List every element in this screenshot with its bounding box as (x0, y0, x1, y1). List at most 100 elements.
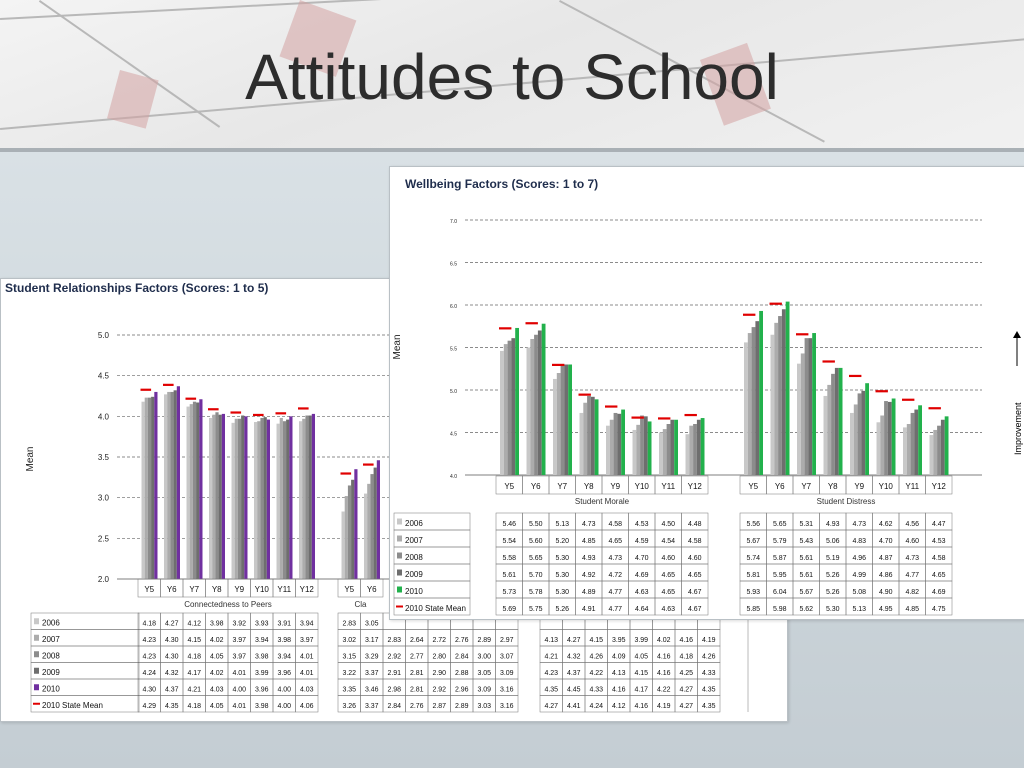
table-value: 4.21 (544, 654, 558, 661)
table-value: 2.89 (477, 637, 491, 644)
bar (553, 378, 557, 475)
bar (853, 404, 858, 475)
legend-label: 2009 (42, 668, 60, 677)
table-value: 4.30 (165, 654, 179, 661)
wellbeing-chart: 7.0 6.5 6.0 5.5 5.0 4.5 4.0 Mean Y5 Y6 Y7 Y8 Y9 Y10 Y1… (392, 219, 982, 616)
bar (302, 418, 306, 579)
legend-swatch (34, 684, 39, 691)
legend-swatch (397, 569, 402, 576)
bar (674, 419, 678, 475)
bar (884, 401, 888, 475)
table-value: 4.18 (187, 654, 201, 661)
improvement-label: Improvement (1013, 402, 1023, 455)
table-value: 4.54 (661, 538, 675, 545)
table-value: 4.16 (612, 687, 626, 694)
category-label: Y11 (277, 585, 291, 594)
table-value: 4.65 (932, 572, 946, 579)
table-value: 4.15 (634, 670, 648, 677)
bar (260, 417, 264, 579)
bar (636, 424, 641, 475)
table-value: 4.62 (879, 521, 893, 528)
y-tick-label: 2.0 (98, 575, 110, 584)
table-value: 4.16 (657, 670, 671, 677)
table-value: 5.43 (799, 538, 813, 545)
bar (944, 416, 949, 475)
table-value: 4.73 (608, 555, 622, 562)
table-value: 5.20 (555, 538, 569, 545)
bar (579, 412, 584, 475)
table-value: 4.03 (210, 687, 224, 694)
bar (354, 469, 358, 579)
table-value: 4.90 (879, 589, 893, 596)
table-value: 4.67 (688, 589, 702, 596)
bar (903, 427, 907, 475)
bar (257, 421, 261, 579)
table-cell (681, 597, 709, 616)
bar (141, 401, 145, 579)
legend-label: 2006 (405, 519, 423, 528)
bar (511, 338, 516, 475)
table-value: 5.58 (502, 555, 516, 562)
table-value: 2.98 (387, 687, 401, 694)
table-value: 4.05 (210, 654, 224, 661)
bar (364, 493, 368, 579)
table-value: 2.88 (455, 670, 469, 677)
y-tick-label: 4.0 (450, 474, 457, 480)
table-value: 5.46 (502, 521, 516, 528)
table-value: 4.27 (679, 703, 693, 710)
bar (154, 391, 158, 579)
bar (918, 405, 922, 475)
table-value: 4.16 (634, 703, 648, 710)
table-value: 5.56 (746, 521, 760, 528)
table-value: 4.03 (300, 687, 314, 694)
table-value: 4.59 (635, 538, 649, 545)
table-value: 4.69 (932, 589, 946, 596)
table-value: 4.01 (300, 654, 314, 661)
y-axis-label: Mean (392, 334, 403, 359)
table-value: 4.63 (635, 589, 649, 596)
bar (643, 416, 648, 475)
bar (831, 373, 835, 475)
bar (164, 394, 168, 579)
table-cell (295, 695, 319, 713)
legend-label: 2008 (42, 652, 60, 661)
table-value: 3.98 (210, 621, 224, 628)
table-value: 4.09 (612, 654, 626, 661)
table-value: 4.85 (582, 538, 596, 545)
table-value: 4.19 (702, 637, 716, 644)
category-cell (295, 578, 319, 598)
table-value: 5.65 (529, 555, 543, 562)
table-value: 3.98 (255, 703, 269, 710)
bar (940, 419, 945, 475)
bar (933, 429, 938, 475)
bar (305, 415, 309, 579)
slide-title: Attitudes to School (245, 41, 779, 113)
table-value: 4.29 (142, 703, 156, 710)
legend-label: 2007 (42, 635, 60, 644)
y-tick-label: 5.0 (450, 389, 457, 395)
category-label: Y6 (367, 585, 377, 594)
legend-swatch (397, 535, 402, 542)
legend-cell (30, 695, 140, 713)
table-value: 4.17 (187, 670, 201, 677)
bar (215, 412, 219, 579)
table-value: 5.60 (529, 538, 543, 545)
bar (503, 344, 508, 475)
table-value: 4.27 (679, 687, 693, 694)
table-value: 4.77 (905, 572, 919, 579)
bar (759, 310, 763, 475)
table-value: 4.00 (277, 687, 291, 694)
bar (515, 327, 519, 475)
category-label: Y5 (144, 585, 154, 594)
category-label: Y11 (905, 482, 919, 491)
table-value: 4.15 (589, 637, 603, 644)
bar (808, 338, 813, 475)
table-value: 2.72 (432, 637, 446, 644)
bar (347, 485, 352, 579)
bar (590, 396, 595, 475)
table-value: 3.94 (277, 654, 291, 661)
bar (367, 483, 371, 579)
legend-swatch (34, 634, 39, 641)
table-value: 4.21 (187, 687, 201, 694)
table-value: 5.75 (529, 606, 543, 613)
